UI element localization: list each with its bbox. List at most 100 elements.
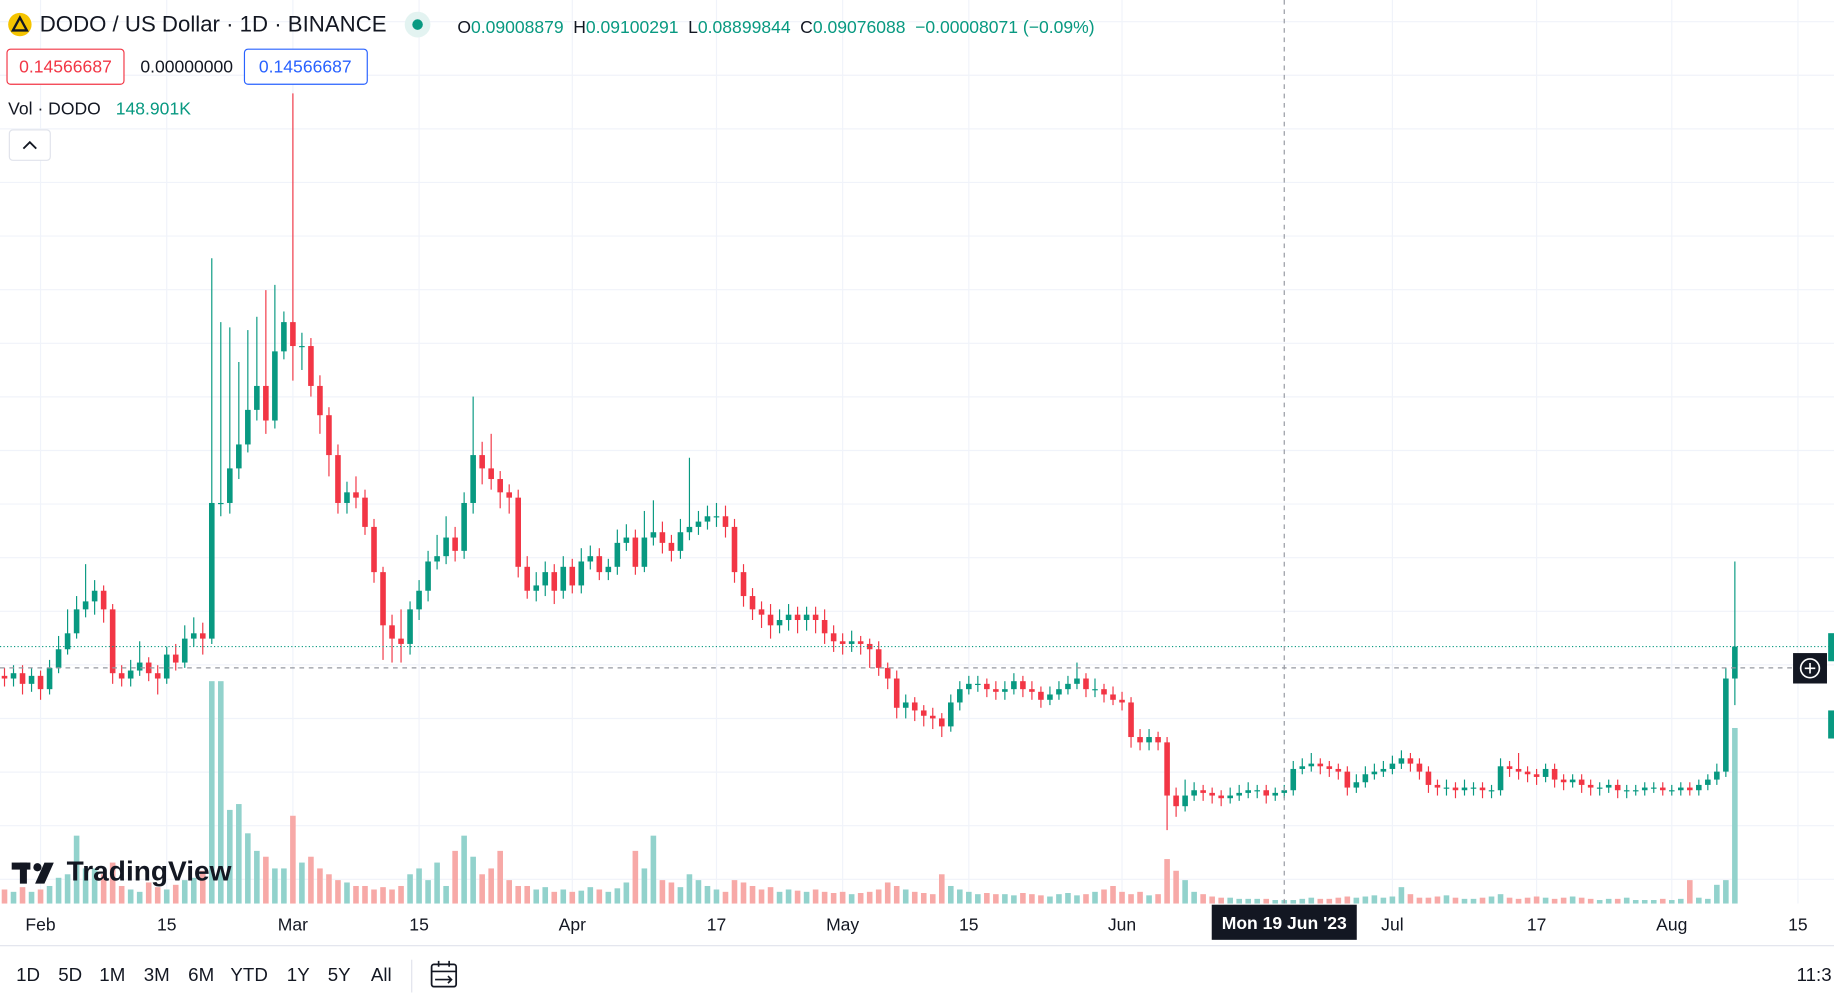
candle-body <box>578 561 585 586</box>
candle-body <box>245 409 251 445</box>
candle-body <box>1146 737 1152 743</box>
volume-bar <box>1272 900 1279 904</box>
range-button[interactable]: All <box>371 964 392 985</box>
volume-bar <box>1362 896 1369 904</box>
candle-body <box>308 346 314 386</box>
volume-bar <box>1326 898 1333 904</box>
candle-body <box>966 683 972 690</box>
range-button[interactable]: 1Y <box>287 964 310 985</box>
candle-body <box>1155 737 1161 743</box>
x-tick-label: Apr <box>559 914 586 934</box>
candle-body <box>677 532 684 551</box>
candle-body <box>28 675 35 684</box>
volume-bar <box>767 887 774 904</box>
candle-body <box>812 614 819 621</box>
volume-bar <box>416 868 422 904</box>
candle-body <box>1290 768 1297 791</box>
range-button[interactable]: 6M <box>188 964 214 985</box>
range-button[interactable]: 5Y <box>328 964 351 985</box>
candle-body <box>1191 790 1197 796</box>
volume-bar <box>695 880 702 904</box>
candle-body <box>686 526 693 533</box>
candle-body <box>1200 790 1206 793</box>
candle-body <box>659 532 666 543</box>
candle-body <box>1128 702 1134 738</box>
volume-bar <box>227 809 233 904</box>
volume-bar <box>830 893 837 904</box>
candle-layer <box>1 93 1738 831</box>
volume-bar <box>461 835 467 904</box>
volume-bar <box>371 889 377 904</box>
volume-bar <box>803 891 810 904</box>
volume-bar <box>1632 900 1639 904</box>
range-button[interactable]: 1M <box>99 964 125 985</box>
candle-body <box>172 654 179 663</box>
volume-bar <box>263 856 269 904</box>
candle-body <box>830 633 837 642</box>
date-range-button[interactable] <box>430 960 458 988</box>
volume-bar <box>1218 897 1224 904</box>
volume-bar <box>1047 896 1053 904</box>
add-icon <box>1799 658 1821 679</box>
volume-bar <box>1182 880 1188 904</box>
volume-bar <box>281 868 287 904</box>
volume-bar <box>353 885 359 904</box>
candle-body <box>722 516 729 527</box>
candle-body <box>1488 790 1495 792</box>
x-tick-label: Mar <box>278 914 308 934</box>
candle-body <box>794 614 801 621</box>
volume-bar <box>957 889 963 904</box>
volume-bar <box>1155 894 1161 904</box>
volume-bar <box>1497 894 1504 904</box>
volume-bar <box>812 889 819 904</box>
candle-body <box>731 526 738 573</box>
candle-body <box>1056 689 1062 695</box>
volume-bar <box>677 887 684 904</box>
volume-bar <box>479 874 485 904</box>
candle-body <box>911 702 918 711</box>
candle-body <box>650 532 657 538</box>
volume-bar <box>1542 897 1549 904</box>
volume-bar <box>1398 887 1405 904</box>
range-button[interactable]: YTD <box>230 964 267 985</box>
candle-body <box>1380 768 1387 772</box>
candle-body <box>55 649 62 668</box>
range-button[interactable]: 1D <box>16 964 40 985</box>
volume-bar <box>1011 895 1017 904</box>
candle-body <box>641 537 648 567</box>
candle-body <box>893 678 900 708</box>
candle-body <box>109 609 116 674</box>
volume-label: Vol · DODO <box>8 99 101 119</box>
volume-bar <box>1705 898 1711 904</box>
x-tick-label: 15 <box>157 914 177 934</box>
candle-body <box>875 649 882 668</box>
volume-bar <box>190 877 197 904</box>
candle-body <box>1317 763 1324 767</box>
candle-body <box>560 566 567 591</box>
candle-body <box>452 537 458 551</box>
x-tick-label: 15 <box>409 914 429 934</box>
range-button[interactable]: 3M <box>144 964 170 985</box>
candle-body <box>1344 771 1351 788</box>
candle-body <box>803 614 810 621</box>
volume-bar <box>1227 897 1233 904</box>
volume-bar <box>46 885 53 904</box>
candle-body <box>1650 787 1657 789</box>
collapse-button[interactable] <box>8 129 51 161</box>
volume-bar <box>163 889 170 904</box>
candle-body <box>1533 774 1540 777</box>
volume-bar <box>109 862 116 904</box>
volume-bar <box>902 889 909 904</box>
candle-body <box>1705 779 1711 785</box>
range-button[interactable]: 5D <box>58 964 82 985</box>
volume-bar <box>1308 897 1315 904</box>
volume-bar <box>19 887 26 904</box>
candle-body <box>425 561 431 591</box>
candle-body <box>1596 787 1603 789</box>
candle-body <box>1281 790 1288 793</box>
volume-bar <box>1506 897 1513 904</box>
candle-body <box>776 620 783 626</box>
candle-body <box>695 521 702 527</box>
candle-body <box>479 455 485 469</box>
volume-bar <box>1101 889 1107 904</box>
